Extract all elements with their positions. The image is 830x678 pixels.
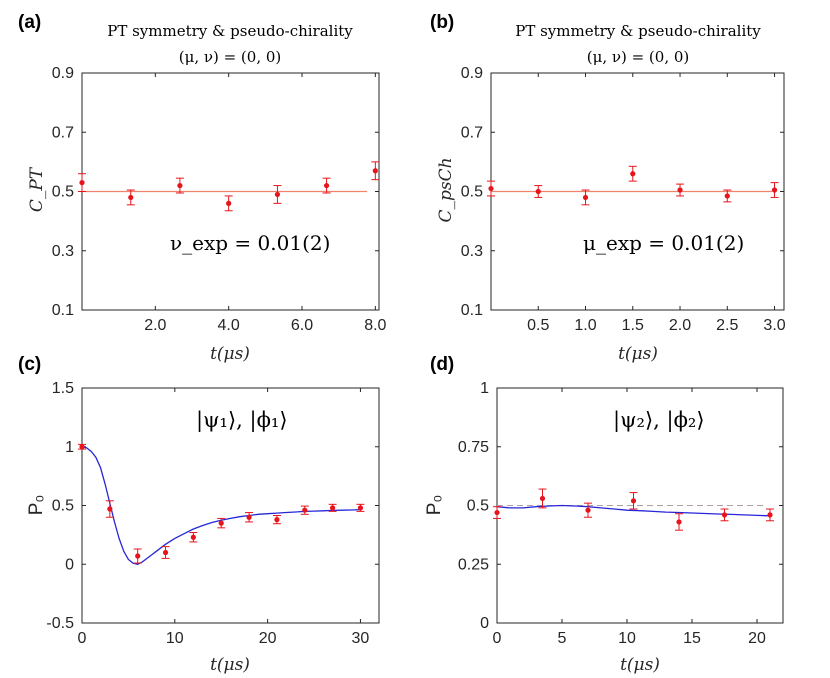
xtick-label-d: 5 [558, 630, 567, 647]
subtitle-a: (μ, ν) = (0, 0) [179, 48, 282, 66]
ytick-label-b: 0.3 [461, 243, 483, 260]
xtick-label-a: 2.0 [144, 317, 166, 334]
data-point-b [771, 187, 778, 193]
panel-label-a: (a) [18, 12, 41, 33]
data-point-c [302, 507, 308, 513]
data-point-a [226, 200, 232, 206]
data-point-d [539, 495, 546, 502]
ytick-label-c: 1 [65, 439, 74, 456]
ylabel-b: C_psCh [436, 157, 456, 222]
xtick-label-b: 3.0 [763, 317, 785, 334]
ytick-label-d: 0.75 [458, 439, 489, 456]
ytick-label-b: 0.7 [461, 124, 483, 141]
xtick-label-c: 10 [166, 630, 184, 647]
xtick-label-d: 0 [493, 630, 502, 647]
data-point-b [630, 171, 636, 177]
xlabel-c: t(μs) [210, 655, 250, 675]
data-point-c [162, 549, 169, 556]
xtick-label-d: 15 [683, 630, 701, 647]
annotation-a: ν_exp = 0.01(2) [170, 231, 330, 255]
fit-curve-c [81, 446, 361, 565]
data-point-c [357, 505, 364, 511]
ytick-label-d: 0.25 [458, 556, 489, 573]
data-point-c [274, 517, 280, 523]
ytick-label-a: 0.1 [52, 302, 74, 319]
ytick-label-c: -0.5 [46, 615, 74, 632]
data-point-c [135, 553, 141, 559]
xtick-label-c: 0 [78, 630, 87, 647]
xtick-label-b: 2.0 [669, 317, 691, 334]
data-point-a [177, 182, 183, 189]
panel-label-d: (d) [430, 354, 454, 375]
annotation-d: |ψ₂⟩, |ϕ₂⟩ [613, 408, 705, 433]
annotation-b: μ_exp = 0.01(2) [583, 231, 744, 255]
xtick-label-d: 20 [748, 630, 766, 647]
data-point-a [372, 168, 378, 174]
ytick-label-d: 1 [480, 380, 489, 397]
data-point-b [677, 187, 683, 193]
data-point-a [128, 194, 134, 201]
data-point-d [494, 509, 500, 516]
ylabel-a: C_PT [27, 166, 47, 212]
ylabel-c: P₀ [26, 495, 47, 516]
data-point-b [488, 185, 494, 192]
xtick-label-b: 2.5 [716, 317, 738, 334]
ytick-label-a: 0.3 [52, 243, 74, 260]
xtick-label-b: 1.0 [574, 317, 596, 334]
data-point-d [767, 512, 773, 518]
ytick-label-d: 0.5 [467, 498, 489, 515]
ytick-label-b: 0.5 [461, 184, 483, 201]
data-point-b [582, 194, 589, 201]
xtick-label-a: 6.0 [291, 317, 313, 334]
ytick-label-b: 0.9 [461, 65, 483, 82]
ytick-label-c: 0 [65, 556, 74, 573]
data-point-c [246, 514, 252, 520]
data-point-d [676, 519, 682, 525]
xtick-label-c: 20 [259, 630, 277, 647]
xlabel-a: t(μs) [210, 344, 250, 364]
panel-label-b: (b) [430, 12, 454, 33]
data-point-d [721, 512, 728, 518]
xtick-label-a: 4.0 [218, 317, 240, 334]
xtick-label-d: 10 [618, 630, 636, 647]
title-b: PT symmetry & pseudo-chirality [515, 22, 761, 40]
data-point-a [323, 182, 330, 189]
ytick-label-c: 0.5 [52, 498, 74, 515]
xtick-label-c: 30 [352, 630, 370, 647]
xtick-label-b: 1.5 [622, 317, 644, 334]
ytick-label-b: 0.1 [461, 302, 483, 319]
data-point-c [218, 520, 224, 526]
xlabel-d: t(μs) [620, 655, 660, 675]
data-point-c [79, 444, 85, 450]
title-a: PT symmetry & pseudo-chirality [107, 22, 353, 40]
data-point-a [274, 191, 281, 198]
data-point-d [630, 498, 637, 504]
data-point-c [329, 505, 336, 511]
subtitle-b: (μ, ν) = (0, 0) [587, 48, 690, 66]
panel-label-c: (c) [18, 354, 41, 375]
data-point-b [724, 193, 730, 199]
ytick-label-c: 1.5 [52, 380, 74, 397]
xtick-label-a: 8.0 [364, 317, 386, 334]
data-point-d [585, 507, 591, 513]
data-point-a [79, 180, 85, 186]
xtick-label-b: 0.5 [527, 317, 549, 334]
data-point-b [535, 188, 541, 195]
xlabel-b: t(μs) [618, 344, 658, 364]
data-point-c [190, 534, 196, 540]
ytick-label-a: 0.5 [52, 184, 74, 201]
ylabel-d: P₀ [424, 495, 445, 516]
annotation-c: |ψ₁⟩, |ϕ₁⟩ [196, 408, 288, 433]
ytick-label-a: 0.7 [52, 124, 74, 141]
ytick-label-d: 0 [480, 615, 489, 632]
ytick-label-a: 0.9 [52, 65, 74, 82]
data-point-c [107, 506, 113, 512]
